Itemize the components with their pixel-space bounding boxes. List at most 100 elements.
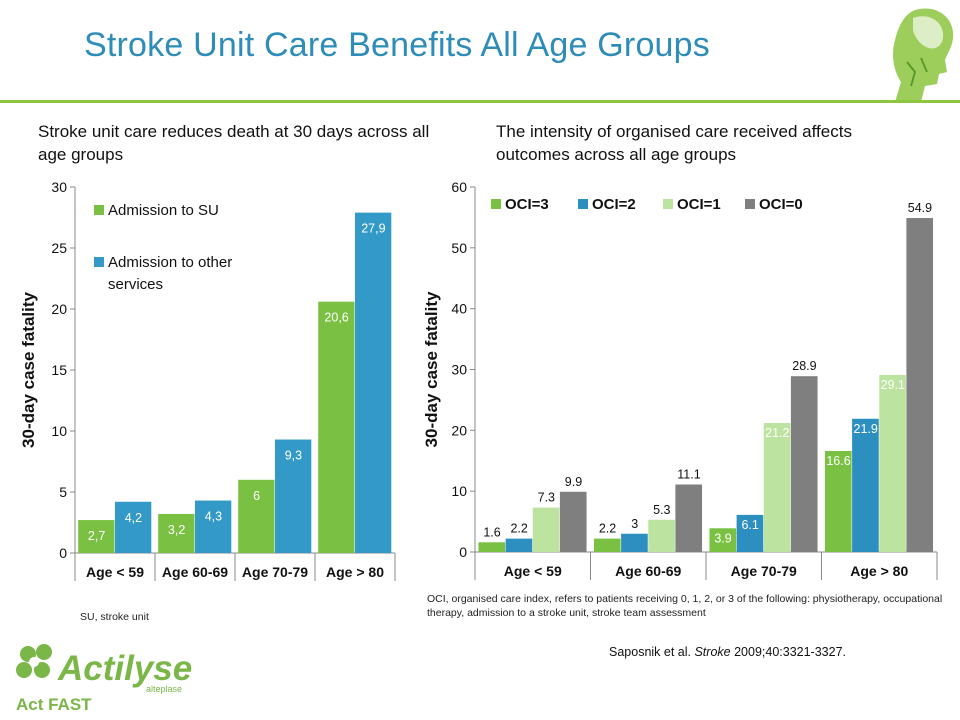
data-label: 2.2 (510, 522, 527, 536)
legend-label: Admission to SU (108, 202, 219, 219)
su-footnote: SU, stroke unit (80, 611, 149, 623)
y-tick-label: 40 (451, 301, 467, 317)
bar (275, 439, 312, 553)
bar (763, 423, 791, 552)
bar (906, 218, 934, 552)
y-tick-label: 30 (51, 179, 67, 195)
legend-label: OCI=1 (677, 196, 721, 213)
data-label: 6 (253, 489, 260, 503)
data-label: 2,7 (88, 529, 105, 543)
bar (824, 451, 852, 552)
bar (238, 479, 275, 553)
data-label: 9,3 (285, 449, 302, 463)
data-label: 3 (631, 517, 638, 531)
category-label: Age < 59 (86, 564, 144, 580)
right-chart-subtitle: The intensity of organised care received… (496, 122, 852, 164)
legend-label: Admission to other (108, 254, 232, 271)
data-label: 28.9 (792, 359, 816, 373)
bar (790, 376, 818, 552)
y-tick-label: 30 (451, 362, 467, 378)
brand-name: Actilyse (57, 649, 192, 688)
legend-swatch (94, 257, 104, 267)
legend-swatch (663, 199, 673, 209)
data-label: 29.1 (881, 378, 905, 392)
bar (505, 538, 533, 552)
y-tick-label: 20 (51, 301, 67, 317)
actilyse-logo: Actilyse alteplase Act FAST (16, 644, 192, 714)
legend-label: OCI=0 (759, 196, 803, 213)
left-chart-subtitle: Stroke unit care reduces death at 30 day… (38, 122, 430, 164)
y-tick-label: 5 (59, 484, 67, 500)
slide-title: Stroke Unit Care Benefits All Age Groups (84, 26, 710, 64)
bar (736, 514, 764, 552)
data-label: 7.3 (538, 491, 555, 505)
bar (852, 418, 879, 552)
bar (532, 507, 560, 552)
y-tick-label: 0 (459, 544, 467, 560)
y-tick-label: 20 (451, 422, 467, 438)
data-label: 21.9 (854, 422, 878, 436)
category-label: Age < 59 (504, 563, 562, 579)
y-tick-label: 15 (51, 362, 67, 378)
bar (318, 301, 355, 553)
legend-swatch (745, 199, 755, 209)
bar (648, 519, 675, 552)
flower-icon (16, 644, 52, 678)
data-label: 54.9 (908, 201, 932, 215)
category-label: Age 60-69 (162, 564, 228, 580)
y-tick-label: 10 (451, 483, 467, 499)
title-divider (0, 100, 960, 103)
data-label: 3,2 (168, 523, 185, 537)
y-axis-title: 30-day case fatality (422, 291, 441, 447)
category-label: Age 70-79 (242, 564, 308, 580)
legend-label: services (108, 276, 163, 293)
data-label: 4,2 (125, 511, 142, 525)
head-icon (893, 8, 954, 102)
bar (559, 491, 587, 552)
oci-footnote: OCI, organised care index, refers to pat… (427, 593, 943, 619)
data-label: 2.2 (599, 522, 616, 536)
data-label: 11.1 (677, 467, 700, 481)
data-label: 27,9 (361, 222, 385, 236)
legend-swatch (94, 205, 104, 215)
citation-authors: Saposnik et al. (609, 645, 695, 659)
data-label: 16.6 (826, 454, 850, 468)
data-label: 5.3 (653, 503, 670, 517)
y-tick-label: 0 (59, 545, 67, 561)
bar (478, 542, 506, 552)
bar (115, 501, 152, 553)
bar (158, 513, 195, 553)
legend-swatch (491, 199, 501, 209)
y-tick-label: 50 (451, 240, 467, 256)
data-label: 1.6 (483, 525, 500, 539)
bar (675, 484, 703, 552)
legend-label: OCI=3 (505, 196, 549, 213)
category-label: Age 70-79 (731, 563, 797, 579)
category-label: Age > 80 (326, 564, 384, 580)
bar (78, 520, 115, 553)
bar (621, 533, 648, 552)
category-label: Age > 80 (850, 563, 908, 579)
data-label: 20,6 (324, 311, 348, 325)
legend-label: OCI=2 (592, 196, 636, 213)
legend-swatch (578, 199, 588, 209)
y-axis-title: 30-day case fatality (19, 291, 38, 447)
bar (879, 374, 906, 552)
citation: Saposnik et al. Stroke 2009;40:3321-3327… (609, 645, 846, 659)
bar (195, 500, 232, 553)
brand-generic-name: alteplase (146, 684, 182, 694)
bar (593, 538, 621, 552)
citation-details: 2009;40:3321-3327. (730, 645, 846, 659)
y-tick-label: 10 (51, 423, 67, 439)
category-label: Age 60-69 (615, 563, 681, 579)
bar (709, 528, 737, 552)
bar (355, 212, 392, 553)
y-tick-label: 60 (451, 179, 467, 195)
data-label: 3.9 (714, 531, 731, 545)
y-tick-label: 25 (51, 240, 67, 256)
data-label: 9.9 (565, 475, 582, 489)
data-label: 6.1 (741, 518, 758, 532)
citation-journal: Stroke (694, 645, 731, 659)
